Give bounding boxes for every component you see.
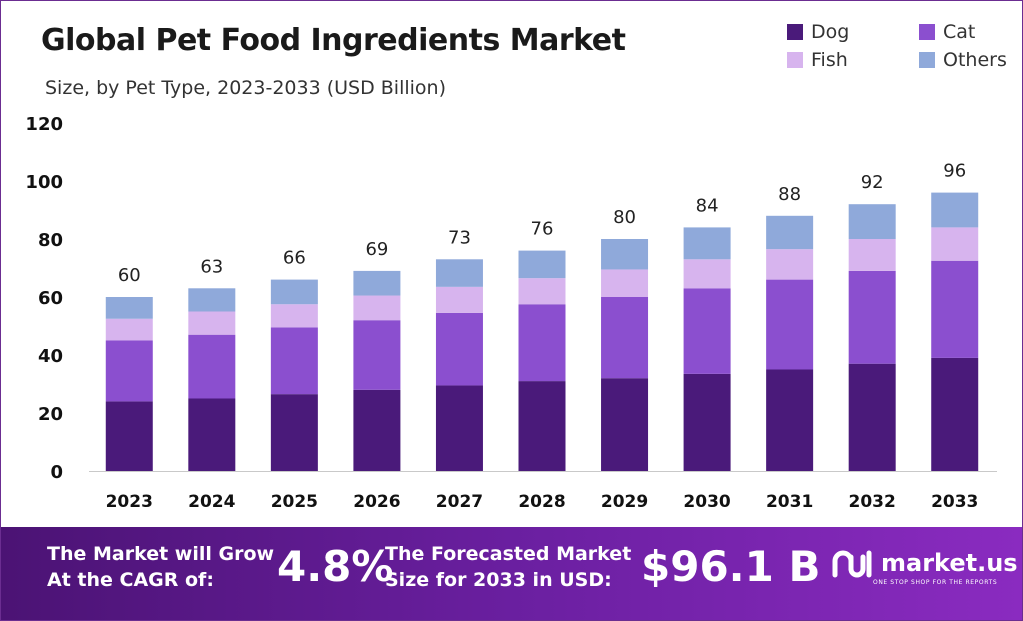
legend-label-cat: Cat (943, 21, 976, 43)
bar-segment-fish (270, 304, 318, 328)
x-tick-label: 2028 (518, 492, 565, 512)
chart-subtitle: Size, by Pet Type, 2023-2033 (USD Billio… (45, 77, 446, 99)
legend-swatch-cat (919, 24, 935, 40)
cagr-label: The Market will Grow At the CAGR of: (47, 543, 275, 591)
x-tick-label: 2026 (353, 492, 400, 512)
bar-segment-dog (766, 369, 814, 471)
bar-segment-dog (105, 401, 153, 471)
bar-segment-dog (270, 394, 318, 471)
bar-segment-others (188, 288, 236, 312)
bar-total-label: 76 (531, 219, 554, 240)
x-tick-label: 2024 (188, 492, 235, 512)
bar-total-label: 73 (448, 227, 471, 248)
bar-segment-others (105, 297, 153, 319)
bar-total-label: 96 (943, 161, 966, 182)
bar-segment-fish (848, 239, 896, 271)
bar-segment-dog (188, 398, 236, 471)
bar-segment-dog (518, 381, 566, 471)
bar-segment-dog (435, 385, 483, 471)
forecast-value: $96.1 B (641, 542, 821, 591)
legend-label-dog: Dog (811, 21, 850, 43)
legend-item-fish: Fish (787, 49, 848, 71)
footer-banner: The Market will Grow At the CAGR of: 4.8… (1, 527, 1022, 620)
bar-segment-dog (683, 373, 731, 471)
bar-segment-fish (518, 278, 566, 305)
x-tick-label: 2032 (849, 492, 896, 512)
bar-segment-cat (105, 340, 153, 402)
bar-segment-fish (435, 286, 483, 313)
bar-segment-cat (766, 279, 814, 370)
bar-total-label: 69 (365, 239, 388, 260)
bar-segment-others (518, 250, 566, 279)
bar-segment-fish (766, 249, 814, 280)
legend-label-others: Others (943, 49, 1007, 71)
bar-segment-cat (848, 270, 896, 364)
bar-segment-cat (518, 304, 566, 382)
brand-tagline: ONE STOP SHOP FOR THE REPORTS (873, 579, 998, 586)
bar-segment-others (601, 239, 649, 270)
bar-segment-fish (353, 295, 401, 321)
brand-name: market.us (881, 549, 1018, 577)
y-tick-label: 0 (50, 462, 63, 483)
bar-total-label: 80 (613, 207, 636, 228)
x-tick-label: 2029 (601, 492, 648, 512)
y-tick-label: 20 (38, 404, 63, 425)
bar-segment-cat (188, 334, 236, 399)
bar-segment-dog (931, 357, 979, 471)
bar-segment-others (683, 227, 731, 260)
x-tick-label: 2023 (106, 492, 153, 512)
bar-segment-cat (931, 260, 979, 358)
brand-logo-group: market.us (831, 547, 1018, 579)
bar-segment-others (353, 270, 401, 296)
bar-segment-others (931, 192, 979, 228)
forecast-label: The Forecasted Market Size for 2033 in U… (385, 543, 632, 591)
y-tick-label: 80 (38, 230, 63, 251)
bar-total-label: 66 (283, 248, 306, 269)
bar-segment-fish (683, 259, 731, 289)
bar-segment-cat (601, 297, 649, 379)
y-tick-label: 100 (25, 172, 63, 193)
y-tick-label: 60 (38, 288, 63, 309)
chart-title: Global Pet Food Ingredients Market (41, 23, 626, 58)
bar-total-label: 88 (778, 184, 801, 205)
bar-segment-others (848, 204, 896, 239)
chart-legend: Dog Cat Fish Others (787, 21, 1017, 81)
bar-segment-fish (105, 318, 153, 341)
bar-total-label: 60 (118, 265, 141, 286)
bar-segment-dog (353, 389, 401, 471)
market-us-logo-icon (832, 550, 872, 578)
x-tick-label: 2025 (271, 492, 318, 512)
bar-segment-cat (353, 320, 401, 390)
legend-item-cat: Cat (919, 21, 975, 43)
bar-segment-others (766, 215, 814, 250)
bar-segment-cat (683, 288, 731, 374)
legend-swatch-fish (787, 52, 803, 68)
bar-total-label: 84 (696, 195, 719, 216)
legend-swatch-dog (787, 24, 803, 40)
bar-segment-dog (601, 378, 649, 471)
bar-segment-fish (188, 311, 236, 335)
legend-item-dog: Dog (787, 21, 849, 43)
legend-label-fish: Fish (811, 49, 848, 71)
cagr-value: 4.8% (277, 542, 394, 591)
legend-swatch-others (919, 52, 935, 68)
y-tick-label: 40 (38, 346, 63, 367)
x-tick-label: 2027 (436, 492, 483, 512)
x-tick-label: 2030 (683, 492, 730, 512)
bar-segment-fish (601, 269, 649, 297)
bar-total-label: 63 (200, 256, 223, 277)
y-tick-label: 120 (25, 114, 63, 135)
stacked-bar-chart: 0 20 40 60 80 100 120 60 2023 63 2024 66 2025 69 2026 7… (25, 114, 997, 512)
bar-segment-fish (931, 227, 979, 261)
bar-segment-others (270, 279, 318, 305)
bar-segment-cat (270, 327, 318, 395)
x-tick-label: 2033 (931, 492, 978, 512)
bar-segment-dog (848, 363, 896, 471)
legend-item-others: Others (919, 49, 1007, 71)
bar-segment-others (435, 259, 483, 287)
bar-segment-cat (435, 312, 483, 386)
bar-total-label: 92 (861, 172, 884, 193)
x-tick-label: 2031 (766, 492, 813, 512)
